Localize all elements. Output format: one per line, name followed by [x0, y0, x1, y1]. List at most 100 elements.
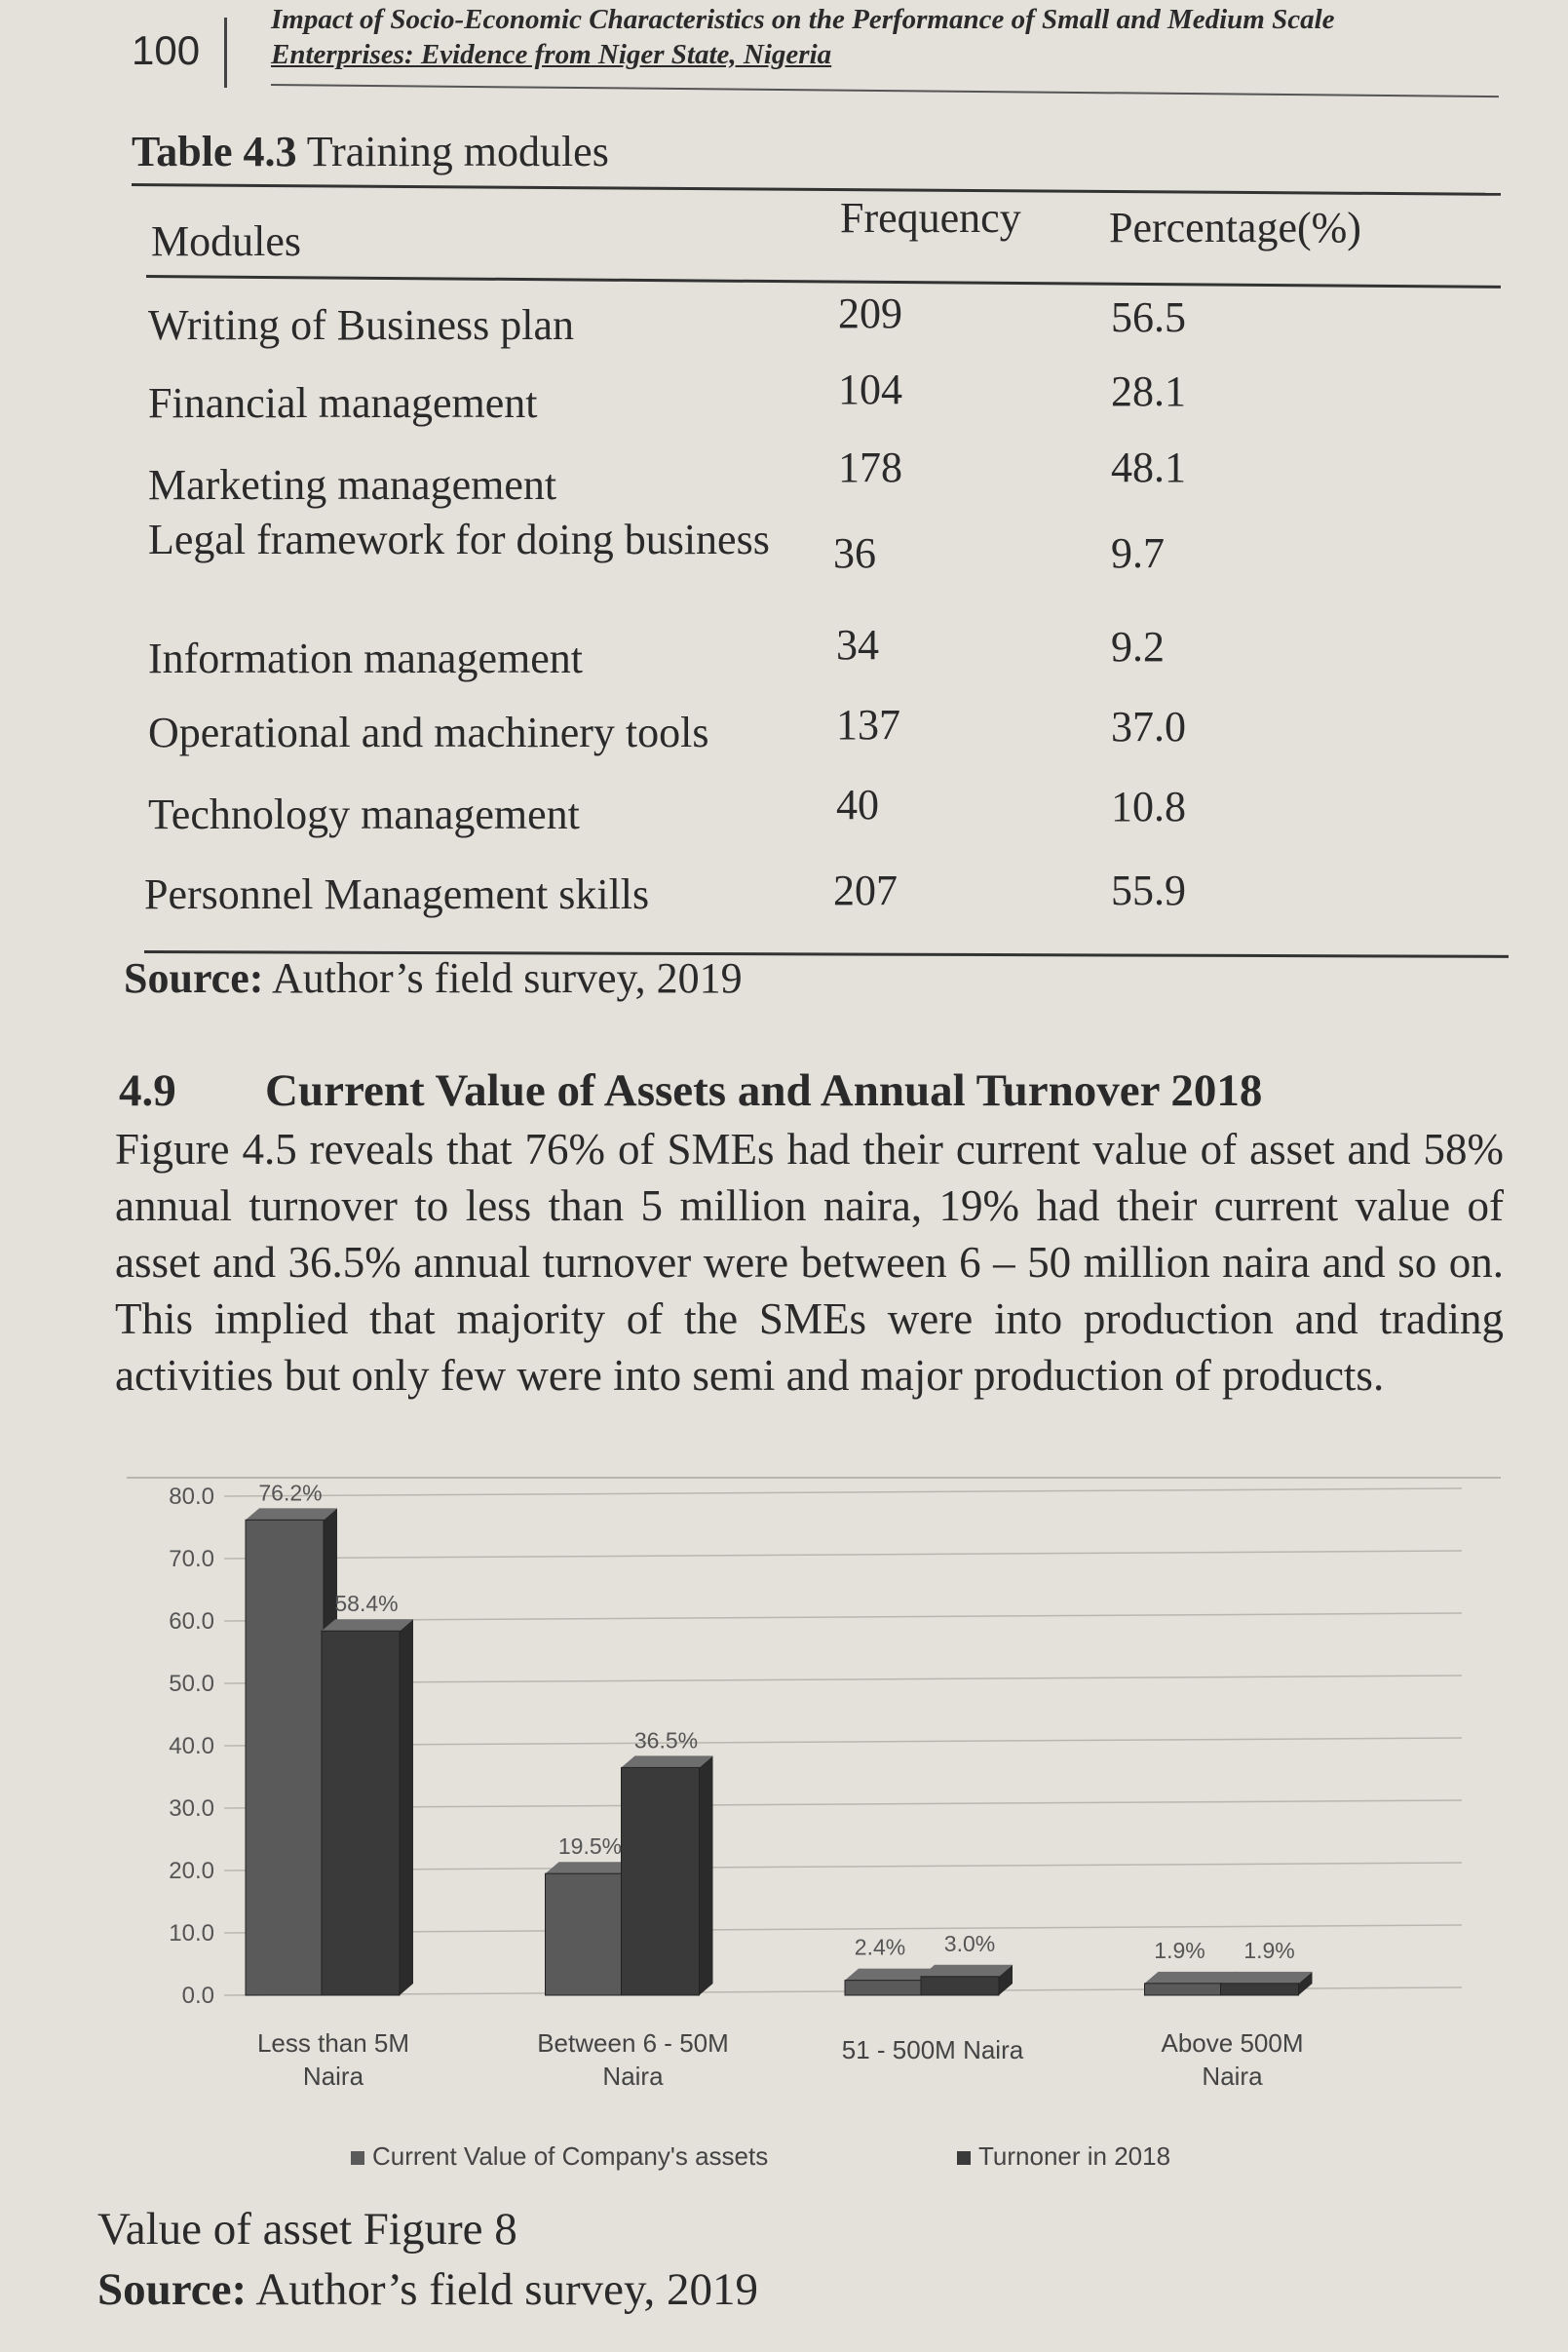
- y-tick-label: 0.0: [182, 1983, 214, 2009]
- data-label: 58.4%: [334, 1591, 398, 1616]
- module-cell: Operational and machinery tools: [148, 709, 709, 756]
- data-label: 19.5%: [558, 1833, 622, 1859]
- table-caption-label: Table 4.3: [132, 128, 297, 175]
- bar-top: [1220, 1971, 1313, 1984]
- category-label: Naira: [1202, 2062, 1263, 2091]
- legend-label: Turnoner in 2018: [978, 2141, 1170, 2171]
- running-title: Impact of Socio-Economic Characteristics…: [271, 2, 1518, 72]
- bar: [321, 1619, 413, 1996]
- bar-front: [920, 1976, 1000, 1996]
- category-label: Less than 5M: [257, 2028, 409, 2058]
- bar-top: [545, 1862, 637, 1874]
- x-axis-categories: Less than 5M Naira Between 6 - 50M Naira 51 …: [257, 2028, 1304, 2091]
- legend-label: Current Value of Company's assets: [372, 2141, 768, 2171]
- bar-front: [545, 1872, 624, 1996]
- page-number: 100: [132, 27, 201, 73]
- bar-side: [1298, 1971, 1313, 1995]
- frequency-cell: 137: [836, 701, 900, 749]
- gridline: [223, 1737, 1463, 1747]
- data-label: 1.9%: [1243, 1938, 1294, 1963]
- column-header-modules: Modules: [151, 217, 301, 265]
- category-label: Naira: [602, 2062, 664, 2091]
- percentage-cell: 28.1: [1111, 367, 1186, 415]
- y-tick-label: 30.0: [169, 1795, 214, 1822]
- bar-front: [321, 1630, 401, 1996]
- percentage-cell: 55.9: [1111, 867, 1186, 914]
- y-tick-label: 80.0: [169, 1484, 214, 1510]
- table-row: Personnel Management skills 207 55.9: [144, 867, 1511, 928]
- frequency-cell: 40: [836, 781, 879, 829]
- table-row: Operational and machinery tools 137 37.0: [146, 701, 1511, 790]
- bars: [245, 1508, 1313, 1996]
- running-title-line1: Impact of Socio-Economic Characteristics…: [271, 4, 1335, 35]
- table-top-rule: [131, 183, 1501, 196]
- table-header-rule: [145, 275, 1501, 289]
- data-label: 76.2%: [258, 1480, 322, 1505]
- percentage-cell: 37.0: [1111, 703, 1186, 751]
- category-label: Naira: [303, 2062, 364, 2091]
- module-cell: Legal framework for doing business: [148, 516, 770, 563]
- frequency-cell: 178: [838, 443, 902, 491]
- y-tick-label: 60.0: [169, 1608, 214, 1635]
- bar-top: [845, 1968, 937, 1981]
- gridline: [223, 1550, 1463, 1560]
- section-paragraph: Figure 4.5 reveals that 76% of SMEs had …: [115, 1125, 1504, 1400]
- gridline: [223, 1612, 1463, 1622]
- header-rule: [270, 84, 1499, 98]
- frequency-cell: 34: [836, 621, 879, 669]
- module-cell: Information management: [148, 635, 583, 682]
- figure-source-text: Author’s field survey, 2019: [247, 2264, 758, 2315]
- data-label: 2.4%: [855, 1935, 905, 1960]
- bar-front: [1144, 1983, 1223, 1996]
- percentage-cell: 9.7: [1111, 529, 1165, 577]
- section-title: Current Value of Assets and Annual Turno…: [265, 1065, 1263, 1116]
- running-title-line2: Enterprises: Evidence from Niger State, …: [271, 39, 832, 70]
- y-axis-ticks: 80.0 70.0 60.0 50.0 40.0 30.0 20.0 10.0 0.0: [169, 1484, 214, 2009]
- bar-front: [245, 1519, 325, 1996]
- y-tick-label: 70.0: [169, 1546, 214, 1572]
- table-source-text: Author’s field survey, 2019: [263, 954, 743, 1002]
- table-body: Writing of Business plan 209 56.5 Financ…: [144, 289, 1511, 928]
- gridline: [223, 1487, 1463, 1497]
- bar-top: [246, 1508, 337, 1521]
- table-row: Legal framework for doing business 36 9.…: [146, 513, 1511, 637]
- bar-side: [699, 1755, 713, 1995]
- y-tick-label: 50.0: [169, 1671, 214, 1697]
- table-source-label: Source:: [124, 954, 264, 1002]
- table-caption-text: Training modules: [296, 128, 609, 175]
- table-row: Technology management 40 10.8: [146, 781, 1511, 869]
- gridline: [223, 1862, 1463, 1871]
- bar-front: [844, 1980, 924, 1996]
- bar-top: [322, 1619, 413, 1632]
- data-label: 1.9%: [1154, 1938, 1205, 1963]
- category-label: 51 - 500M Naira: [842, 2035, 1024, 2064]
- frequency-cell: 104: [838, 366, 902, 413]
- bar: [621, 1755, 713, 1996]
- column-header-frequency: Frequency: [840, 194, 1021, 242]
- bar-top: [621, 1755, 713, 1768]
- legend-swatch: [351, 2151, 364, 2165]
- gridline: [223, 1675, 1463, 1684]
- percentage-cell: 9.2: [1111, 623, 1165, 671]
- data-label: 3.0%: [944, 1931, 995, 1956]
- gridline: [223, 1924, 1463, 1934]
- gridlines: [223, 1487, 1463, 1996]
- percentage-cell: 56.5: [1111, 293, 1186, 341]
- module-cell: Marketing management: [148, 461, 557, 509]
- section-heading: 4.9 Current Value of Assets and Annual Tu…: [119, 1064, 1262, 1117]
- bar-front: [1220, 1983, 1299, 1996]
- table-row: Financial management 104 28.1: [146, 366, 1511, 456]
- module-cell: Financial management: [148, 379, 538, 427]
- data-labels: 76.2% 58.4% 19.5% 36.5% 2.4% 3.0% 1.9% 1.9%: [258, 1480, 1294, 1963]
- figure-source-label: Source:: [97, 2264, 248, 2315]
- bar-side: [999, 1964, 1013, 1995]
- y-tick-label: 10.0: [169, 1920, 214, 1947]
- header-divider: [224, 18, 227, 88]
- section-number: 4.9: [119, 1065, 176, 1116]
- data-label: 36.5%: [634, 1727, 698, 1753]
- frequency-cell: 207: [833, 867, 898, 914]
- percentage-cell: 10.8: [1111, 783, 1186, 830]
- bar-chart: 80.0 70.0 60.0 50.0 40.0 30.0 20.0 10.0 0.0 76.2…: [127, 1477, 1501, 2190]
- category-label: Between 6 - 50M: [537, 2028, 729, 2058]
